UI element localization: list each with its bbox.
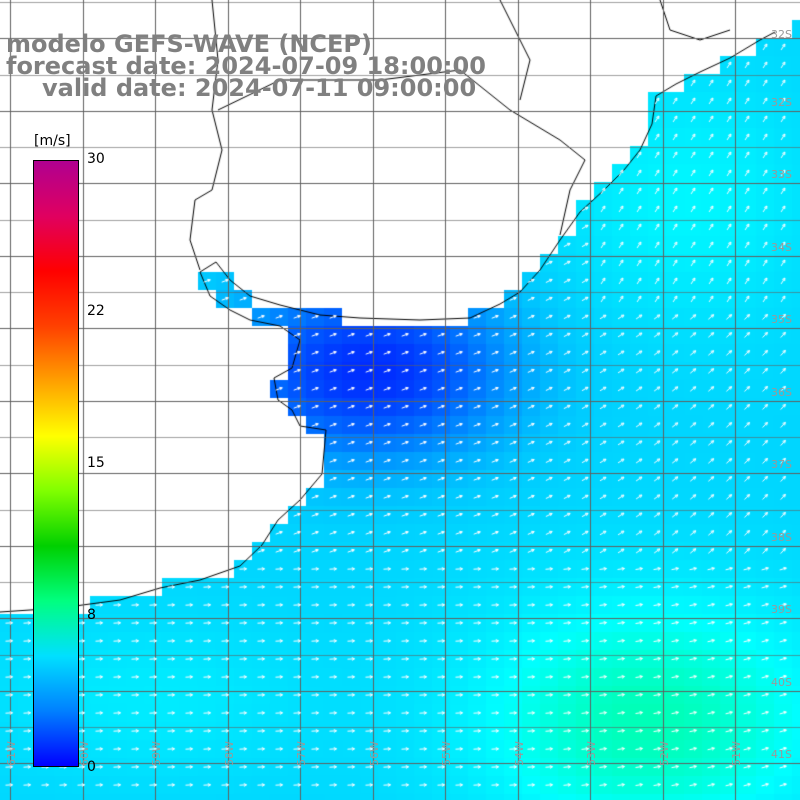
- colorbar-tick-15: 15: [87, 455, 105, 471]
- lat-label: 41S: [771, 748, 792, 761]
- colorbar-unit: [m/s]: [34, 133, 71, 149]
- colorbar-tick-8: 8: [87, 607, 96, 623]
- colorbar: [33, 160, 79, 767]
- lon-label: 56W: [368, 741, 381, 766]
- lon-label: 51W: [730, 741, 743, 766]
- lon-label: 55W: [440, 741, 453, 766]
- forecast-date: forecast date: 2024-07-09 18:00:00: [6, 52, 486, 80]
- lat-label: 36S: [771, 386, 792, 399]
- colorbar-tick-22: 22: [87, 303, 105, 319]
- lon-label: 60W: [78, 741, 91, 766]
- lon-label: 57W: [295, 741, 308, 766]
- lon-label: 61W: [5, 741, 18, 766]
- lat-label: 39S: [771, 603, 792, 616]
- lon-label: 59W: [150, 741, 163, 766]
- colorbar-tick-30: 30: [87, 151, 105, 167]
- model-title: modelo GEFS-WAVE (NCEP): [6, 30, 372, 58]
- lat-label: 33S: [771, 168, 792, 181]
- lat-label: 32S: [771, 96, 792, 109]
- lon-label: 54W: [513, 741, 526, 766]
- lat-label: 40S: [771, 676, 792, 689]
- lat-label: 37S: [771, 458, 792, 471]
- lat-label: 32S: [771, 28, 792, 41]
- valid-date: valid date: 2024-07-11 09:00:00: [42, 74, 477, 102]
- lon-label: 58W: [223, 741, 236, 766]
- lat-label: 34S: [771, 241, 792, 254]
- lat-label: 35S: [771, 313, 792, 326]
- lon-label: 53W: [585, 741, 598, 766]
- colorbar-tick-0: 0: [87, 759, 96, 775]
- lat-label: 38S: [771, 531, 792, 544]
- lon-label: 52W: [658, 741, 671, 766]
